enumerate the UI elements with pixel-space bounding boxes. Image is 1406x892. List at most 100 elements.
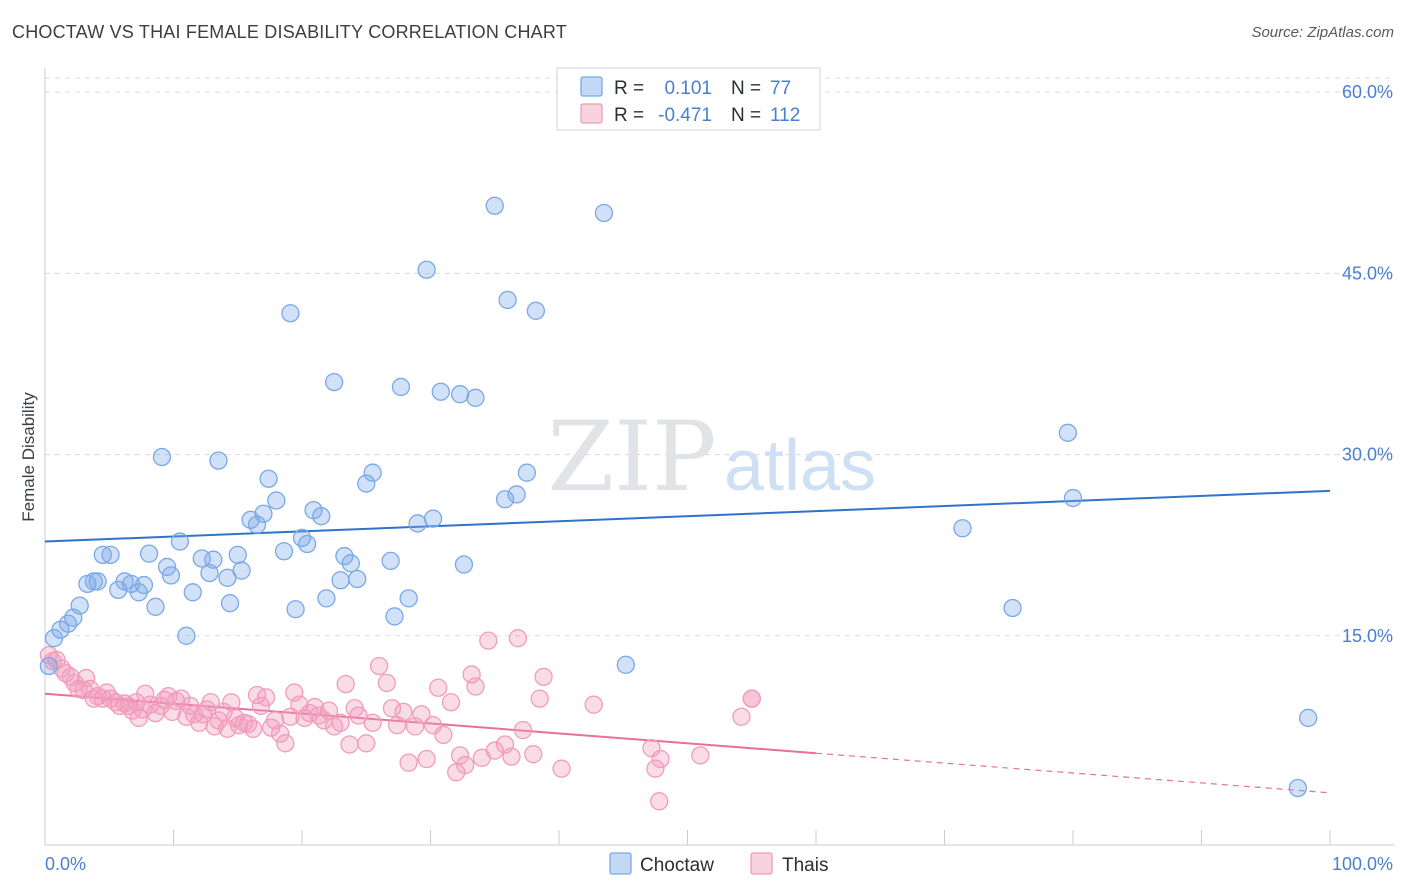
legend-r-label: R =	[614, 105, 644, 126]
y-tick-label: 30.0%	[1342, 445, 1393, 465]
data-point-choctaw	[101, 545, 120, 564]
data-point-thais	[349, 706, 368, 725]
data-point-thais	[357, 734, 376, 753]
data-point-thais	[524, 745, 543, 764]
legend-r-value: -0.471	[658, 105, 712, 126]
data-point-thais	[456, 755, 475, 775]
series-legend: Choctaw Thais	[609, 852, 828, 876]
y-axis-label: Female Disability	[19, 392, 38, 522]
data-point-choctaw	[161, 566, 181, 585]
data-point-choctaw	[220, 594, 240, 613]
data-point-thais	[163, 702, 182, 722]
data-point-choctaw	[177, 626, 196, 645]
data-point-choctaw	[183, 583, 202, 602]
data-point-thais	[399, 753, 418, 772]
data-point-choctaw	[507, 485, 526, 504]
data-point-choctaw	[324, 372, 344, 392]
data-point-thais	[363, 713, 382, 732]
legend-n-value: 77	[770, 78, 791, 99]
data-point-thais	[479, 631, 498, 650]
data-point-choctaw	[281, 304, 300, 323]
legend-swatch-choctaw	[609, 852, 632, 875]
x-tick-label: 100.0%	[1332, 854, 1393, 874]
data-point-choctaw	[209, 451, 228, 470]
data-point-choctaw	[341, 554, 360, 573]
data-points	[39, 196, 1318, 811]
data-point-thais	[742, 689, 761, 708]
legend-n-value: 112	[770, 105, 800, 126]
data-point-choctaw	[39, 656, 59, 676]
data-point-thais	[429, 678, 448, 697]
data-point-choctaw	[357, 474, 376, 493]
data-point-choctaw	[139, 544, 159, 563]
data-point-thais	[394, 702, 413, 722]
x-tick-label: 0.0%	[45, 854, 86, 874]
watermark: ZIP atlas	[547, 401, 876, 513]
axes	[44, 68, 1395, 846]
data-point-thais	[466, 677, 485, 696]
data-point-choctaw	[297, 534, 317, 554]
data-point-thais	[462, 665, 481, 684]
data-point-choctaw	[466, 388, 485, 407]
legend-n-label: N =	[731, 105, 761, 126]
data-point-choctaw	[254, 504, 273, 523]
data-point-choctaw	[526, 301, 546, 320]
data-point-thais	[530, 689, 549, 708]
data-point-thais	[222, 693, 241, 712]
data-point-choctaw	[218, 568, 237, 587]
data-point-thais	[450, 746, 470, 765]
legend-n-label: N =	[731, 78, 761, 99]
data-point-choctaw	[423, 509, 443, 528]
watermark-atlas: atlas	[724, 426, 876, 506]
data-point-thais	[271, 724, 290, 743]
data-point-choctaw	[228, 545, 247, 564]
correlation-legend: R = 0.101 N = 77 R = -0.471 N = 112	[556, 67, 821, 131]
legend-swatch-thai	[580, 103, 603, 124]
data-point-choctaw	[381, 551, 400, 571]
data-point-choctaw	[134, 575, 154, 595]
grid-lines	[45, 77, 1395, 637]
data-point-thais	[646, 759, 665, 778]
data-point-thais	[331, 713, 350, 732]
legend-swatch-thai	[750, 852, 773, 875]
data-point-choctaw	[274, 542, 294, 561]
data-point-choctaw	[84, 572, 103, 591]
data-point-choctaw	[1003, 598, 1022, 618]
trend-lines	[44, 489, 1331, 794]
data-point-choctaw	[485, 196, 504, 215]
data-point-thais	[281, 707, 300, 726]
x-tick-labels: 0.0% 100.0%	[45, 854, 1393, 874]
data-point-choctaw	[204, 550, 223, 569]
data-point-choctaw	[1288, 778, 1308, 798]
data-point-thais	[650, 792, 669, 811]
trend-line-extension-thais	[815, 752, 1331, 794]
source-label: Source: ZipAtlas.com	[1251, 24, 1394, 41]
data-point-choctaw	[247, 515, 267, 534]
data-point-choctaw	[498, 290, 517, 310]
data-point-choctaw	[70, 596, 89, 615]
y-tick-labels: 15.0% 30.0% 45.0% 60.0%	[1342, 82, 1393, 646]
data-point-choctaw	[317, 589, 336, 608]
data-point-thais	[369, 656, 389, 676]
data-point-choctaw	[348, 569, 367, 589]
y-tick-label: 45.0%	[1342, 263, 1393, 283]
legend-label-thai: Thais	[782, 855, 828, 876]
data-point-thais	[691, 746, 710, 765]
data-point-choctaw	[1299, 708, 1318, 728]
data-point-choctaw	[331, 571, 350, 590]
data-point-thais	[136, 684, 155, 703]
data-point-thais	[552, 759, 571, 778]
y-tick-label: 60.0%	[1342, 82, 1393, 102]
data-point-choctaw	[88, 572, 107, 591]
data-point-choctaw	[1058, 423, 1078, 442]
data-point-thais	[417, 749, 436, 769]
data-point-choctaw	[517, 463, 537, 482]
data-point-thais	[651, 749, 670, 769]
data-point-thais	[412, 705, 431, 724]
data-point-choctaw	[259, 469, 278, 488]
legend-label-choctaw: Choctaw	[640, 855, 714, 876]
data-point-choctaw	[431, 382, 450, 401]
chart-title: CHOCTAW VS THAI FEMALE DISABILITY CORREL…	[12, 22, 567, 42]
data-point-thais	[276, 734, 295, 753]
